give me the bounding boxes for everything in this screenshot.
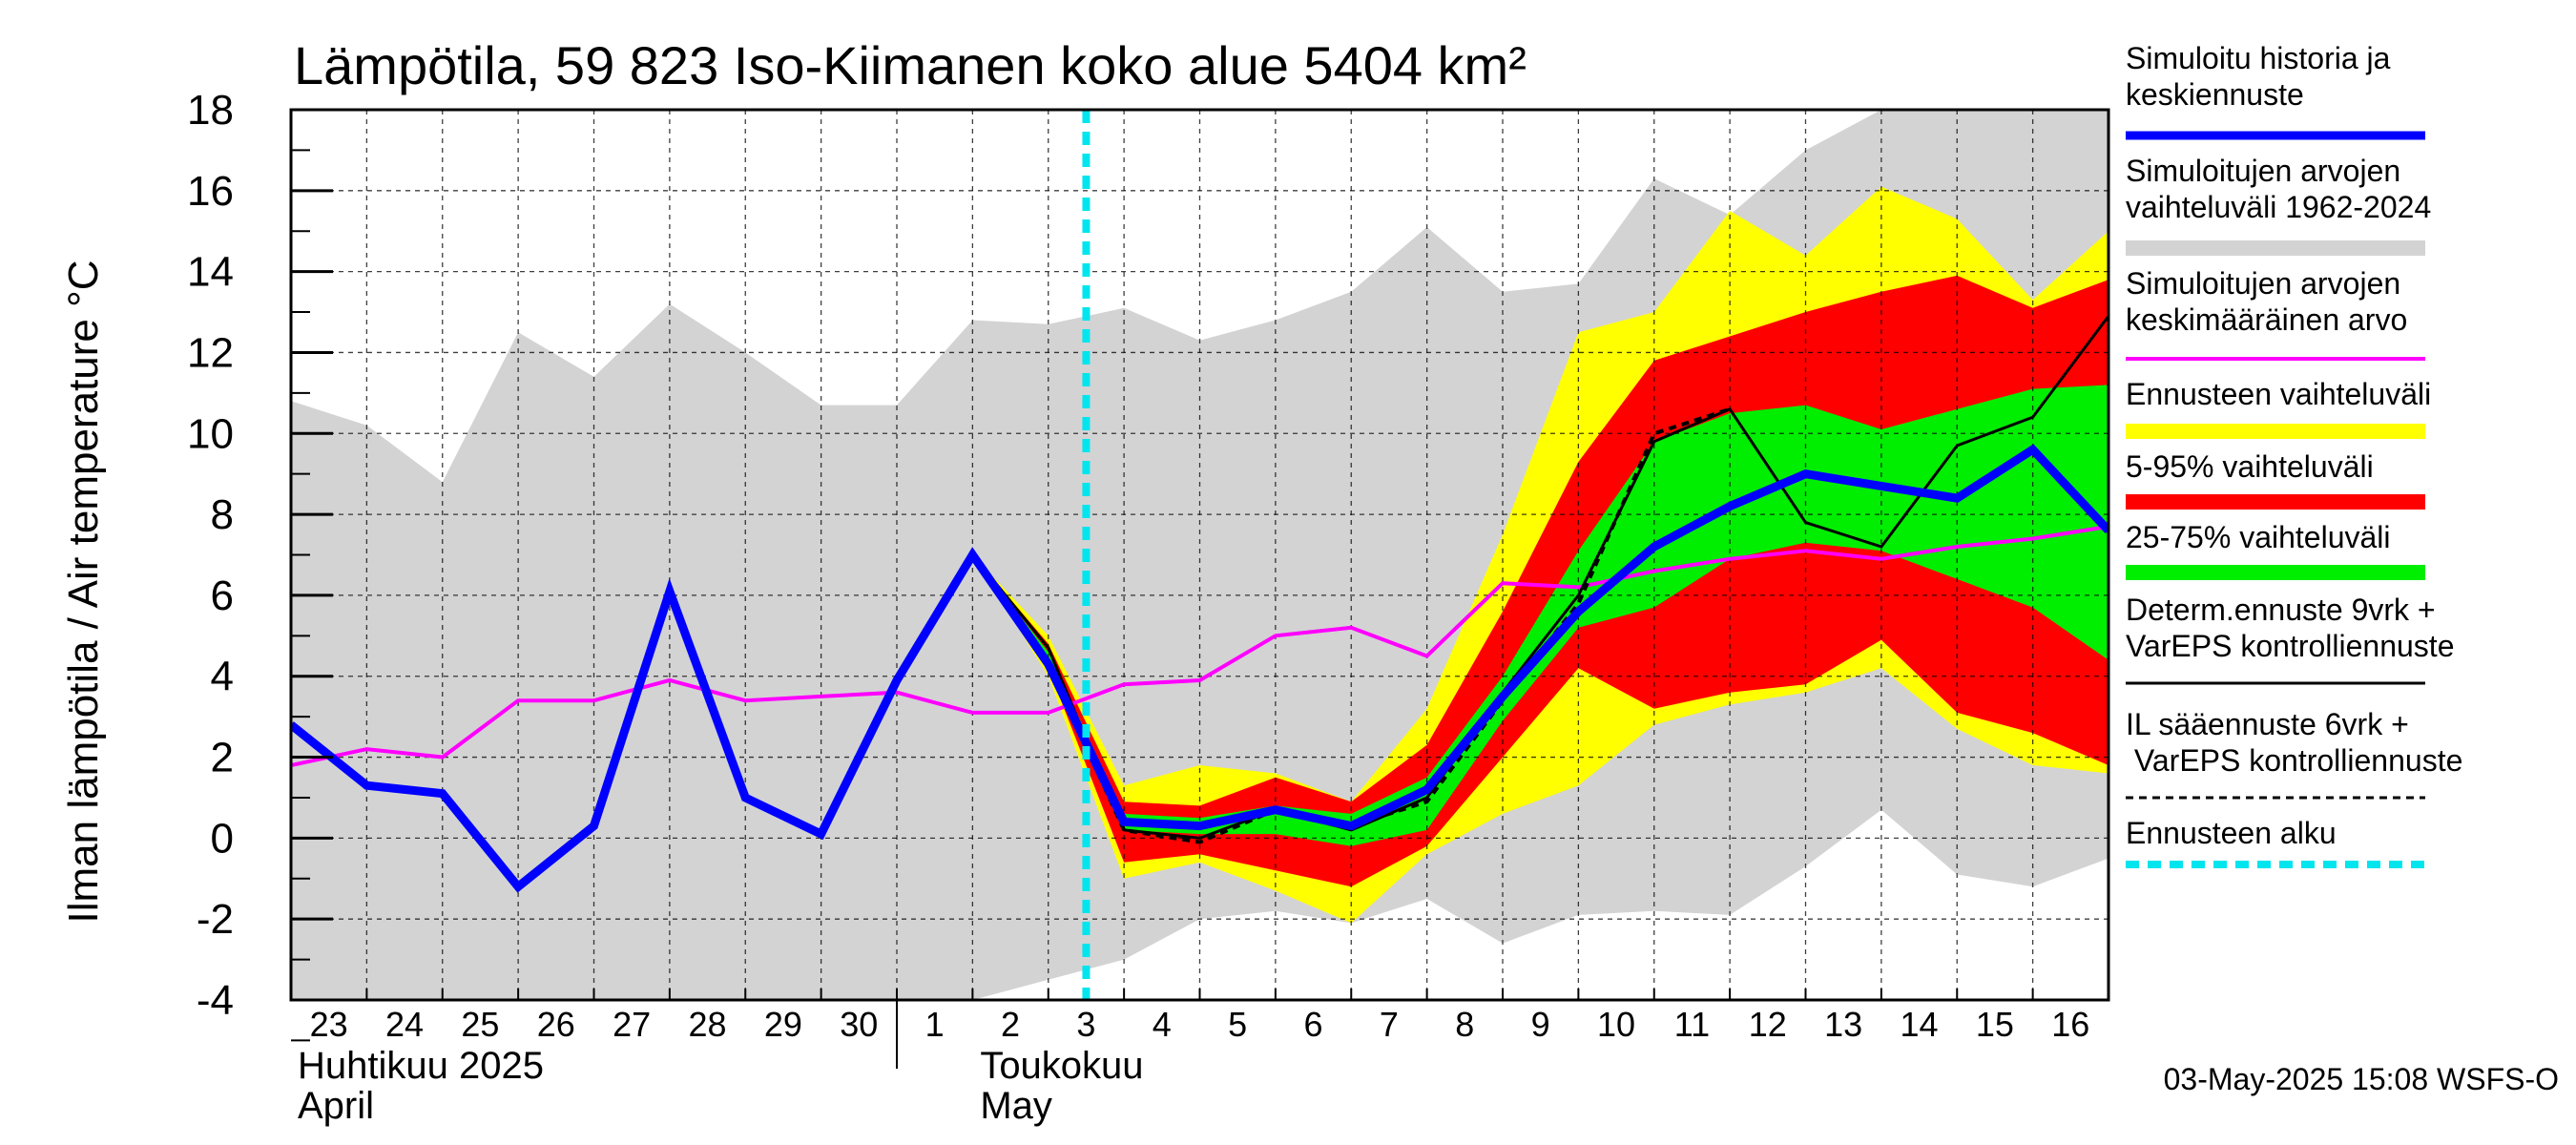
legend-label-line: VarEPS kontrolliennuste [2126,743,2462,778]
x-tick-label: 8 [1455,1005,1474,1044]
x-tick-label: 26 [537,1005,575,1044]
x-tick-label: 3 [1076,1005,1095,1044]
x-tick-label: 9 [1531,1005,1550,1044]
legend-label-line: Simuloitujen arvojen [2126,266,2400,301]
y-tick-label: 4 [211,654,234,700]
month-label-en: April [298,1085,374,1127]
x-tick-label: 23 [310,1005,348,1044]
y-tick-label: 18 [187,87,234,134]
timestamp-label: 03-May-2025 15:08 WSFS-O [2164,1062,2559,1096]
legend-label: Simuloitujen arvojen keskimääräinen arvo [2126,266,2407,337]
legend-label-line: keskiennuste [2126,77,2304,112]
month-label-fi: Huhtikuu 2025 [298,1045,544,1087]
legend-label-line: Ennusteen vaihteluväli [2126,377,2431,411]
x-tick-label: 30 [840,1005,878,1044]
legend-label: Simuloitujen arvojen vaihteluväli 1962-20… [2126,154,2431,224]
x-tick-label: 24 [385,1005,424,1044]
simulated-line [291,444,2109,893]
y-axis-label: Ilman lämpötila / Air temperature °C [60,260,107,924]
x-tick-label: 2 [1001,1005,1020,1044]
y-tick-label: -2 [197,896,234,943]
y-tick-label: 12 [187,329,234,376]
month-label-en: May [980,1085,1052,1127]
legend-label-line: Ennusteen alku [2126,816,2337,850]
y-tick-label: 0 [211,815,234,862]
legend-label: Ennusteen alku [2126,816,2337,850]
y-tick-label: 8 [211,491,234,538]
x-tick-label: 1 [925,1005,945,1044]
y-tick-label: 16 [187,168,234,215]
legend-label: Determ.ennuste 9vrk + VarEPS kontrollienn… [2126,593,2454,663]
x-tick-label: 4 [1153,1005,1172,1044]
y-tick-label: 6 [211,572,234,619]
month-label-fi: Toukokuu [980,1045,1143,1087]
x-tick-label: 10 [1597,1005,1635,1044]
x-tick-label: 29 [764,1005,802,1044]
legend-label: Ennusteen vaihteluväli [2126,377,2431,411]
y-tick-label: -4 [197,977,234,1024]
x-tick-label: 27 [613,1005,651,1044]
legend: Simuloitu historia ja keskiennusteSimuloi… [2126,41,2462,868]
x-tick-label: 14 [1901,1005,1939,1044]
legend-label-line: Simuloitujen arvojen [2126,154,2400,188]
legend-label: IL sääennuste 6vrk + VarEPS kontrollienn… [2126,707,2462,778]
x-tick-label: 7 [1380,1005,1399,1044]
x-tick-label: 15 [1976,1005,2014,1044]
x-tick-label: 25 [461,1005,499,1044]
x-tick-label: 11 [1674,1005,1710,1044]
legend-label-line: 5-95% vaihteluväli [2126,449,2374,484]
mean-line [291,524,2109,767]
y-tick-label: 14 [187,249,234,296]
legend-label: 5-95% vaihteluväli [2126,449,2374,484]
plot-area [291,110,2109,1000]
x-tick-label: 16 [2051,1005,2089,1044]
legend-label-line: VarEPS kontrolliennuste [2126,629,2454,663]
legend-label-line: keskimääräinen arvo [2126,302,2407,337]
legend-label-line: IL sääennuste 6vrk + [2126,707,2409,741]
x-tick-label: 6 [1304,1005,1323,1044]
legend-label: 25-75% vaihteluväli [2126,520,2391,554]
x-tick-label: 13 [1824,1005,1862,1044]
legend-label-line: 25-75% vaihteluväli [2126,520,2391,554]
x-tick-label: 28 [689,1005,727,1044]
legend-label-line: Determ.ennuste 9vrk + [2126,593,2436,627]
p25-75-band [972,385,2109,846]
legend-label-line: vaihteluväli 1962-2024 [2126,190,2431,224]
legend-label-line: Simuloitu historia ja [2126,41,2391,75]
chart-title: Lämpötila, 59 823 Iso-Kiimanen koko alue… [294,35,1527,95]
y-tick-label: 10 [187,410,234,457]
legend-label: Simuloitu historia ja keskiennuste [2126,41,2391,112]
y-tick-label: 2 [211,735,234,781]
x-tick-label: 12 [1749,1005,1787,1044]
plot-content [291,110,2109,1000]
x-tick-label: 5 [1228,1005,1247,1044]
